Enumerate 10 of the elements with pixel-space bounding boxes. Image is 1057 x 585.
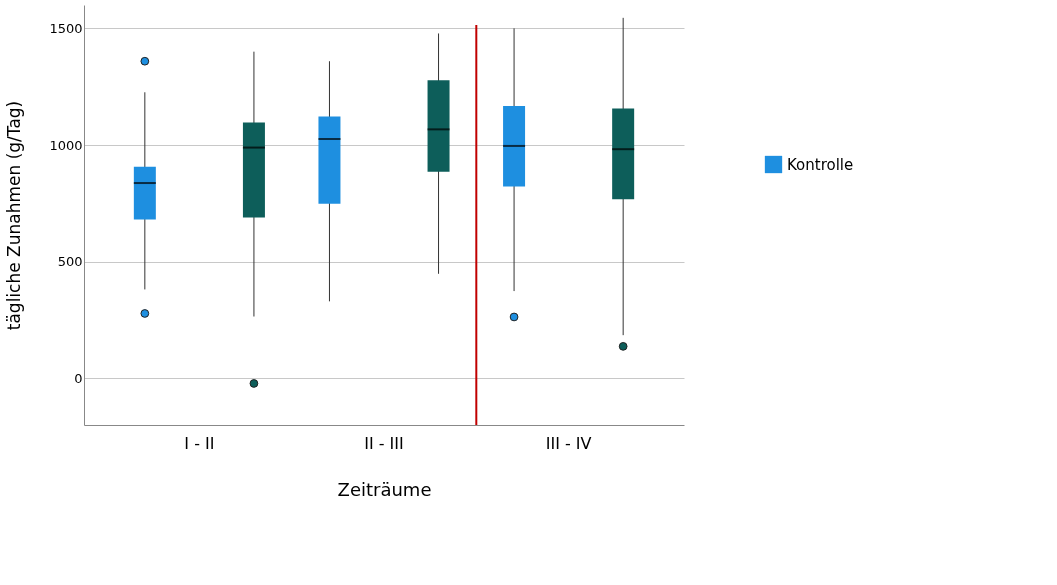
- legend-label: Kontrolle: [787, 155, 854, 174]
- x-tick-label: III - IV: [545, 433, 592, 453]
- y-tick-label: 500: [57, 254, 83, 270]
- y-tick-label: 0: [74, 370, 83, 386]
- y-tick-label: 1000: [49, 137, 83, 153]
- x-tick-label: I - II: [184, 433, 215, 453]
- x-axis-title: Zeiträume: [337, 478, 432, 500]
- y-axis-title: tägliche Zunahmen (g/Tag): [4, 100, 25, 331]
- x-tick-label: II - III: [364, 433, 404, 453]
- y-tick-label: 1500: [49, 20, 83, 36]
